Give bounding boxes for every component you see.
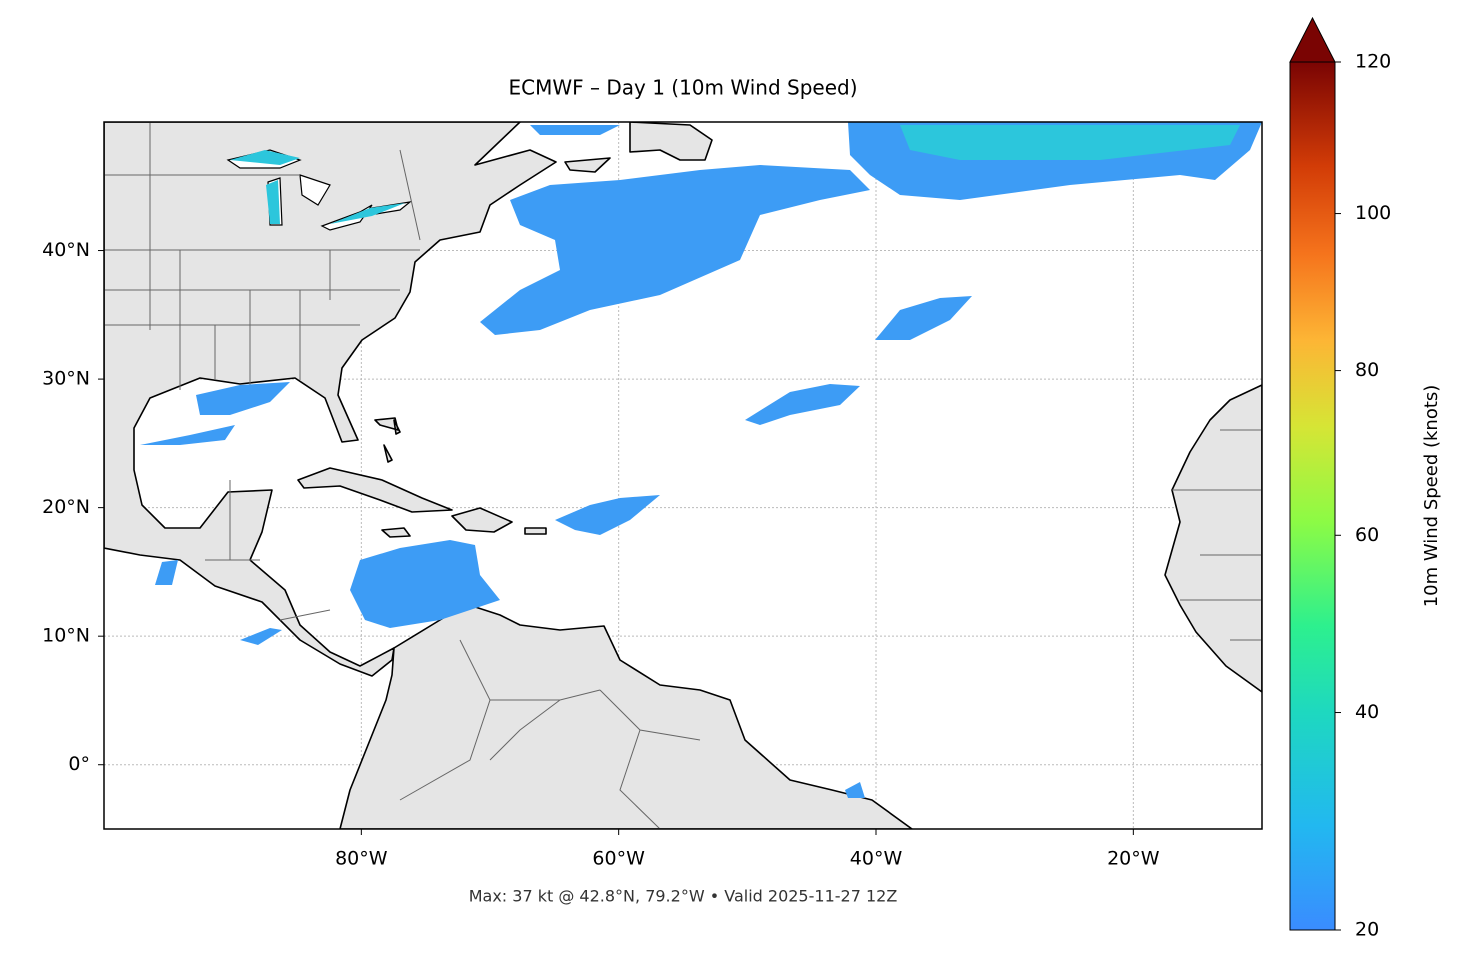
- wind-field: [900, 125, 1240, 160]
- y-tick-label: 30°N: [42, 368, 90, 390]
- colorbar-tick-label: 100: [1355, 202, 1391, 224]
- map-area: [104, 122, 1262, 829]
- wind-field: [140, 425, 235, 445]
- puerto-rico: [524, 527, 547, 535]
- country-borders: [399, 639, 701, 829]
- colorbar-tick-label: 40: [1355, 701, 1379, 723]
- wind-field: [875, 296, 972, 340]
- state-borders: [104, 122, 421, 621]
- wind-field: [350, 540, 500, 628]
- bahamas: [374, 417, 401, 463]
- cuba: [297, 467, 453, 513]
- wind-field: [230, 150, 405, 224]
- lake: [299, 174, 331, 206]
- wind-field: [745, 384, 860, 425]
- x-tick-label: 20°W: [1107, 848, 1160, 870]
- colorbar-label: 10m Wind Speed (knots): [1421, 385, 1442, 608]
- axis-labels: 80°W 60°W 40°W 20°W 0° 10°N 20°N 30°N 40°N: [42, 239, 1160, 869]
- footer-note: Max: 37 kt @ 42.8°N, 79.2°W • Valid 2025…: [469, 887, 898, 906]
- wind-field: [196, 382, 290, 415]
- y-tick-label: 0°: [68, 753, 90, 775]
- y-tick-label: 40°N: [42, 239, 90, 261]
- newfoundland: [629, 122, 713, 161]
- colorbar-extend: [1289, 16, 1336, 63]
- colorbar-tick-label: 60: [1355, 524, 1379, 546]
- x-tick-label: 60°W: [592, 848, 645, 870]
- y-tick-label: 20°N: [42, 496, 90, 518]
- colorbar: 10m Wind Speed (knots) 20 40 60 80 100 120: [1289, 16, 1442, 941]
- wind-field: [480, 165, 870, 335]
- wind-field: [555, 495, 660, 535]
- africa: [1164, 384, 1262, 693]
- north-america: [104, 122, 557, 677]
- wind-field: [240, 628, 282, 645]
- jamaica: [381, 527, 411, 538]
- map-title: ECMWF – Day 1 (10m Wind Speed): [509, 76, 858, 100]
- map-frame: [103, 121, 1263, 830]
- colorbar-tick-label: 120: [1355, 51, 1391, 73]
- country-borders: [1172, 429, 1262, 641]
- colorbar-tick-label: 80: [1355, 359, 1379, 381]
- hispaniola: [451, 507, 513, 533]
- nova-scotia: [564, 157, 611, 173]
- x-tick-label: 40°W: [850, 848, 903, 870]
- colorbar-tick-label: 20: [1355, 919, 1379, 941]
- x-tick-label: 80°W: [335, 848, 388, 870]
- colorbar-gradient: [1289, 61, 1336, 931]
- wind-field: [155, 560, 178, 585]
- y-tick-label: 10°N: [42, 625, 90, 647]
